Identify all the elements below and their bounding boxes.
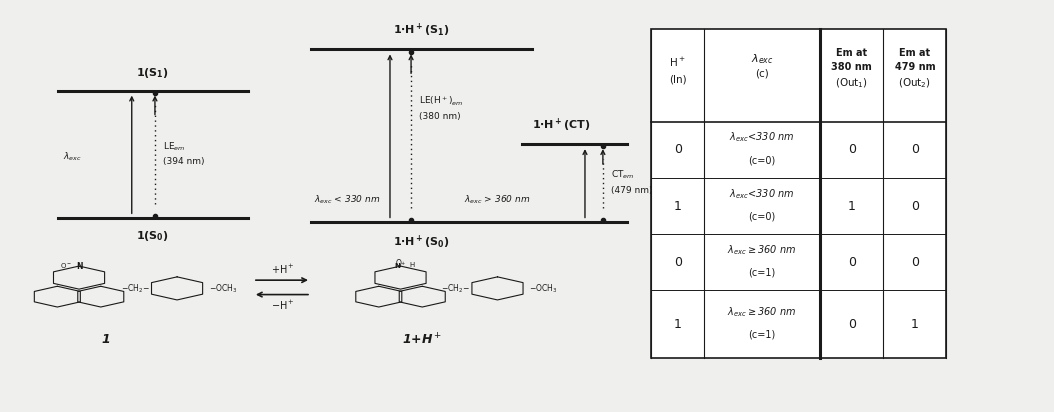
Text: LE$_{em}$: LE$_{em}$	[163, 140, 186, 152]
Text: 1: 1	[101, 333, 110, 346]
Text: $-$OCH$_3$: $-$OCH$_3$	[529, 282, 558, 295]
Text: 0: 0	[911, 143, 919, 156]
Text: 0: 0	[847, 143, 856, 156]
Text: O$^-$: O$^-$	[60, 261, 72, 270]
Text: $-$CH$_2$$-$: $-$CH$_2$$-$	[441, 282, 470, 295]
Text: $\lambda_{exc}$ < 330 nm: $\lambda_{exc}$ < 330 nm	[314, 194, 380, 206]
Text: (479 nm): (479 nm)	[611, 186, 652, 195]
Text: CT$_{em}$: CT$_{em}$	[611, 169, 635, 181]
Text: (c): (c)	[755, 68, 769, 78]
Text: 0: 0	[847, 318, 856, 331]
Text: $\mathbf{1(S_0)}$: $\mathbf{1(S_0)}$	[136, 229, 170, 243]
Text: $\mathbf{1{\cdot}H^+(CT)}$: $\mathbf{1{\cdot}H^+(CT)}$	[532, 117, 590, 134]
Text: 1+H$^+$: 1+H$^+$	[402, 332, 442, 348]
Text: $\lambda_{exc}$ > 360 nm: $\lambda_{exc}$ > 360 nm	[464, 194, 530, 206]
Text: (c=1): (c=1)	[748, 267, 776, 277]
Text: (c=1): (c=1)	[748, 330, 776, 339]
Text: $\lambda_{exc}$: $\lambda_{exc}$	[63, 150, 82, 163]
Text: (c=0): (c=0)	[748, 155, 776, 165]
Text: $\lambda_{exc}$<330 nm: $\lambda_{exc}$<330 nm	[729, 131, 795, 144]
Text: N: N	[76, 262, 82, 271]
Text: H: H	[409, 262, 414, 268]
Text: LE(H$^+)_{em}$: LE(H$^+)_{em}$	[419, 94, 464, 108]
Text: (380 nm): (380 nm)	[419, 112, 461, 121]
Text: 1: 1	[911, 318, 919, 331]
Text: (394 nm): (394 nm)	[163, 157, 204, 166]
Bar	[651, 29, 946, 358]
Text: $-$CH$_2$$-$: $-$CH$_2$$-$	[120, 282, 150, 295]
Text: N$^+$: N$^+$	[394, 260, 407, 271]
Text: 1: 1	[674, 318, 682, 331]
Text: (Out$_1$): (Out$_1$)	[835, 77, 868, 90]
Text: 380 nm: 380 nm	[832, 62, 872, 72]
Text: $\lambda_{exc}$$\geq$360 nm: $\lambda_{exc}$$\geq$360 nm	[727, 243, 797, 257]
Text: 0: 0	[911, 255, 919, 269]
Text: (c=0): (c=0)	[748, 211, 776, 221]
Text: $\mathbf{1{\cdot}H^+(S_0)}$: $\mathbf{1{\cdot}H^+(S_0)}$	[393, 234, 450, 251]
Text: 0: 0	[674, 255, 682, 269]
Text: $\mathbf{1{\cdot}H^+(S_1)}$: $\mathbf{1{\cdot}H^+(S_1)}$	[393, 22, 450, 39]
Text: $-$OCH$_3$: $-$OCH$_3$	[209, 282, 237, 295]
Text: H$^+$: H$^+$	[669, 56, 686, 69]
Text: $-$H$^+$: $-$H$^+$	[271, 299, 294, 312]
Text: 1: 1	[847, 199, 856, 213]
Text: $\lambda_{exc}$: $\lambda_{exc}$	[750, 52, 774, 66]
Text: $\lambda_{exc}$$\geq$360 nm: $\lambda_{exc}$$\geq$360 nm	[727, 305, 797, 319]
Text: 0: 0	[847, 255, 856, 269]
Text: $\lambda_{exc}$<330 nm: $\lambda_{exc}$<330 nm	[729, 187, 795, 201]
Text: 0: 0	[911, 199, 919, 213]
Text: (In): (In)	[669, 74, 686, 84]
Text: Em at: Em at	[899, 47, 931, 58]
Text: 479 nm: 479 nm	[895, 62, 935, 72]
Text: (Out$_2$): (Out$_2$)	[898, 77, 932, 90]
Text: $\mathbf{1(S_1)}$: $\mathbf{1(S_1)}$	[136, 66, 170, 80]
Text: Em at: Em at	[836, 47, 867, 58]
Text: +H$^+$: +H$^+$	[271, 263, 294, 276]
Text: 1: 1	[674, 199, 682, 213]
Text: O: O	[395, 259, 402, 268]
Text: 0: 0	[674, 143, 682, 156]
